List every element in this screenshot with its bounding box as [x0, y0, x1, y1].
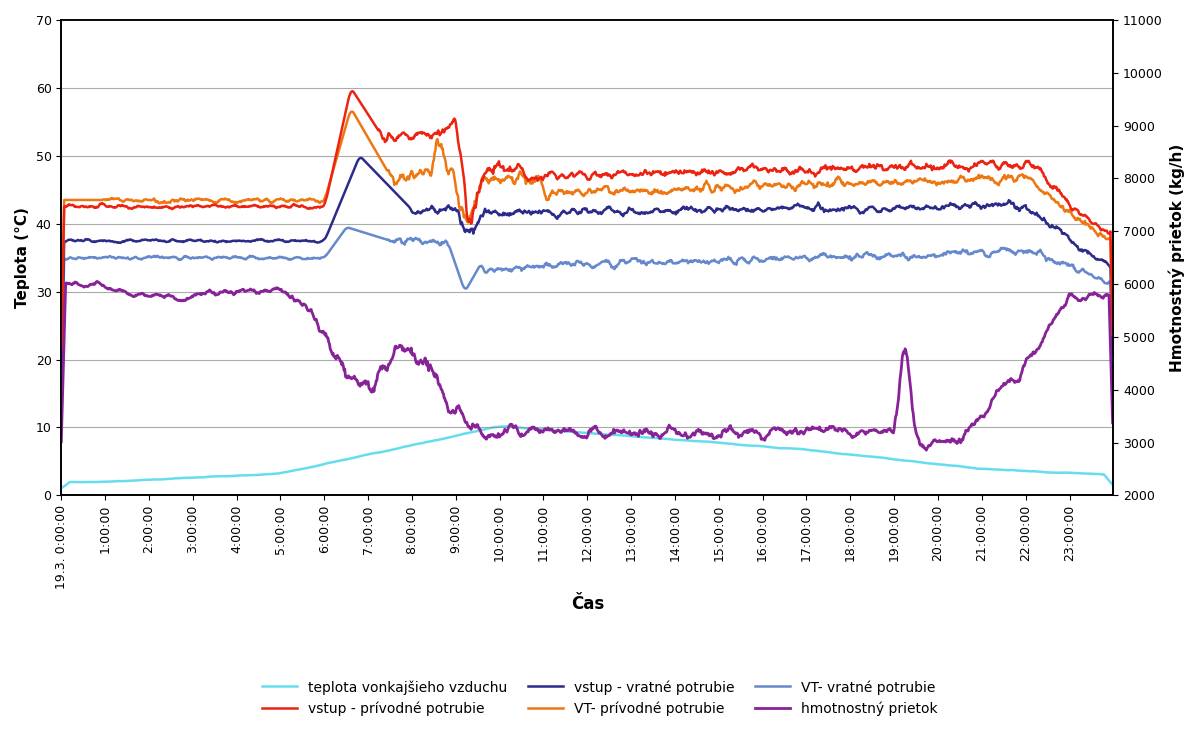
- vstup - prívodné potrubie: [751, 166, 766, 174]
- VT- prívodné potrubie: [344, 107, 359, 116]
- hmotnostný prietok: [982, 404, 996, 413]
- hmotnostný prietok: [289, 296, 304, 304]
- hmotnostný prietok: [54, 437, 68, 446]
- VT- vratné potrubie: [407, 237, 421, 245]
- vstup - vratné potrubie: [1105, 349, 1120, 358]
- teplota vonkajšieho vzduchu: [982, 465, 996, 474]
- VT- prívodné potrubie: [407, 172, 421, 181]
- hmotnostný prietok: [263, 288, 277, 296]
- hmotnostný prietok: [751, 429, 766, 437]
- hmotnostný prietok: [1105, 418, 1120, 427]
- teplota vonkajšieho vzduchu: [888, 456, 902, 464]
- VT- vratné potrubie: [263, 253, 277, 262]
- Line: vstup - vratné potrubie: vstup - vratné potrubie: [61, 158, 1112, 369]
- vstup - prívodné potrubie: [888, 161, 902, 169]
- hmotnostný prietok: [90, 277, 104, 285]
- VT- vratné potrubie: [751, 255, 766, 264]
- vstup - vratné potrubie: [354, 153, 368, 162]
- VT- prívodné potrubie: [888, 176, 902, 185]
- vstup - vratné potrubie: [407, 208, 421, 217]
- Line: vstup - prívodné potrubie: vstup - prívodné potrubie: [61, 91, 1112, 351]
- vstup - vratné potrubie: [54, 364, 68, 373]
- Y-axis label: Hmotnostný prietok (kg/h): Hmotnostný prietok (kg/h): [1169, 144, 1186, 372]
- teplota vonkajšieho vzduchu: [54, 484, 68, 493]
- vstup - vratné potrubie: [982, 201, 996, 210]
- X-axis label: Čas: Čas: [571, 595, 604, 612]
- vstup - prívodné potrubie: [54, 347, 68, 356]
- VT- prívodné potrubie: [54, 343, 68, 352]
- VT- vratné potrubie: [888, 252, 902, 261]
- VT- vratné potrubie: [982, 253, 996, 261]
- teplota vonkajšieho vzduchu: [263, 470, 277, 479]
- VT- vratné potrubie: [1105, 357, 1120, 366]
- hmotnostný prietok: [407, 350, 421, 358]
- hmotnostný prietok: [888, 412, 902, 421]
- vstup - prívodné potrubie: [407, 134, 421, 143]
- VT- prívodné potrubie: [751, 182, 766, 191]
- vstup - vratné potrubie: [888, 203, 902, 212]
- Y-axis label: Teplota (°C): Teplota (°C): [16, 207, 30, 308]
- VT- vratné potrubie: [54, 372, 68, 381]
- VT- vratné potrubie: [341, 223, 355, 232]
- VT- prívodné potrubie: [288, 196, 302, 205]
- vstup - prívodné potrubie: [263, 201, 277, 210]
- VT- vratné potrubie: [288, 253, 302, 262]
- vstup - prívodné potrubie: [288, 201, 302, 210]
- Line: teplota vonkajšieho vzduchu: teplota vonkajšieho vzduchu: [61, 426, 1112, 488]
- Line: VT- prívodné potrubie: VT- prívodné potrubie: [61, 112, 1112, 347]
- vstup - vratné potrubie: [288, 236, 302, 245]
- Line: VT- vratné potrubie: VT- vratné potrubie: [61, 228, 1112, 377]
- teplota vonkajšieho vzduchu: [1105, 480, 1120, 489]
- teplota vonkajšieho vzduchu: [406, 441, 420, 450]
- vstup - prívodné potrubie: [982, 158, 996, 167]
- teplota vonkajšieho vzduchu: [288, 466, 302, 474]
- Legend: teplota vonkajšieho vzduchu, vstup - prívodné potrubie, vstup - vratné potrubie,: teplota vonkajšieho vzduchu, vstup - prí…: [256, 673, 944, 723]
- vstup - prívodné potrubie: [1105, 326, 1120, 335]
- vstup - vratné potrubie: [263, 237, 277, 246]
- teplota vonkajšieho vzduchu: [502, 422, 516, 431]
- vstup - prívodné potrubie: [344, 87, 359, 96]
- VT- prívodné potrubie: [982, 172, 996, 181]
- teplota vonkajšieho vzduchu: [751, 442, 766, 450]
- hmotnostný prietok: [919, 446, 934, 455]
- vstup - vratné potrubie: [751, 204, 766, 212]
- VT- prívodné potrubie: [263, 198, 277, 207]
- VT- prívodné potrubie: [1105, 331, 1120, 339]
- Line: hmotnostný prietok: hmotnostný prietok: [61, 281, 1112, 450]
